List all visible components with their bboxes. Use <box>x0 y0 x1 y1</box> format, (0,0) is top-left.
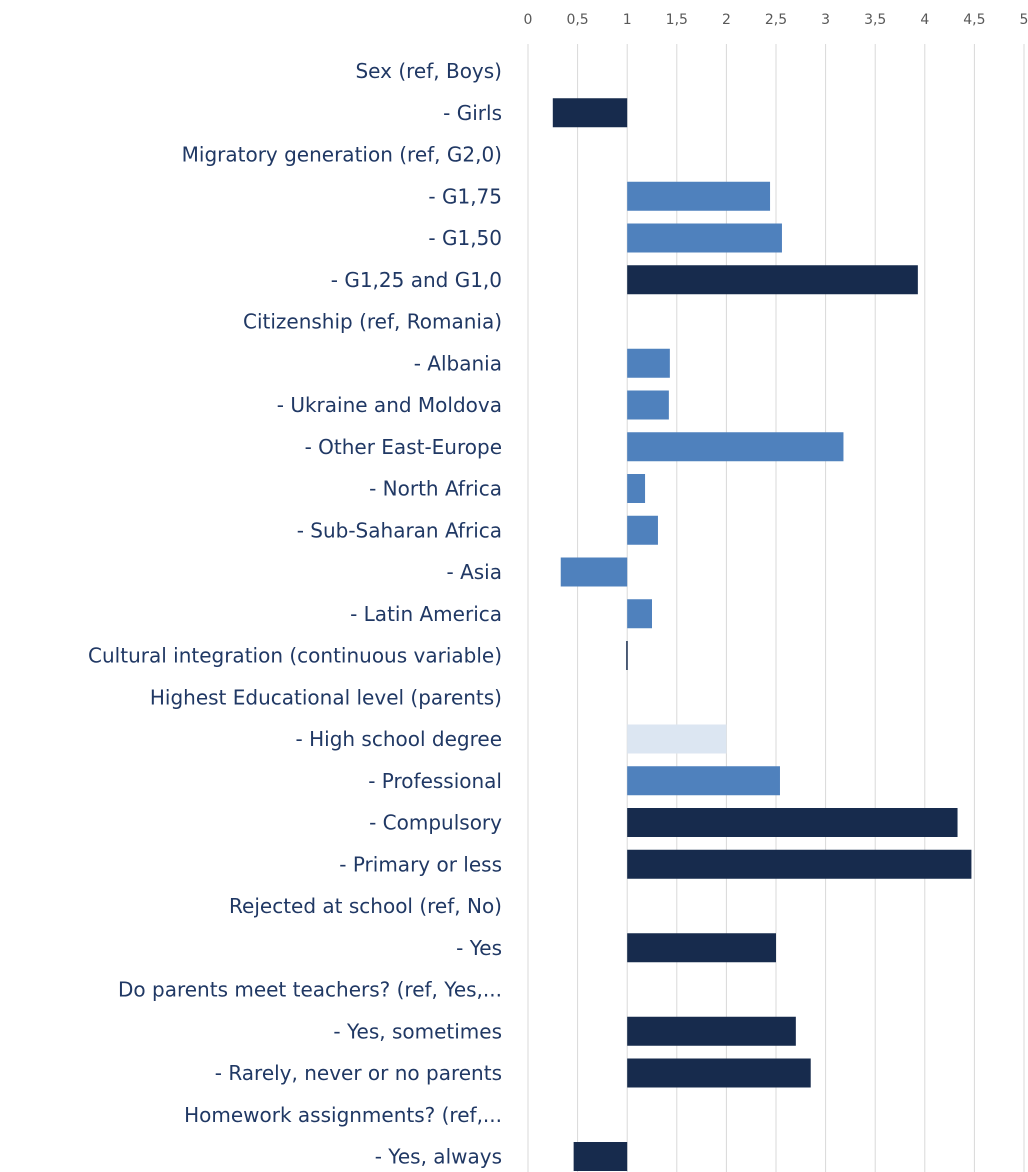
x-tick-label: 5 <box>1020 12 1028 28</box>
category-label: Citizenship (ref, Romania) <box>243 310 502 334</box>
category-label: - Compulsory <box>369 811 502 835</box>
x-tick-label: 4 <box>920 12 929 28</box>
bar <box>626 641 628 670</box>
category-label: - Yes <box>456 936 502 960</box>
category-label: Cultural integration (continuous variabl… <box>88 644 502 668</box>
category-label: - Albania <box>414 351 502 375</box>
bar <box>627 1016 796 1046</box>
category-labels: Sex (ref, Boys) - Girls Migratory generati… <box>88 59 502 1169</box>
x-tick-label: 3 <box>821 12 830 28</box>
bar <box>627 515 658 545</box>
category-label: - G1,75 <box>428 184 502 208</box>
x-tick-label: 0 <box>524 12 533 28</box>
bar <box>627 223 782 253</box>
bar <box>627 432 844 462</box>
bar <box>627 181 771 211</box>
category-label: - Sub-Saharan Africa <box>297 518 502 542</box>
x-tick-label: 2 <box>722 12 731 28</box>
category-label: - G1,50 <box>428 226 502 250</box>
bar <box>573 1142 628 1171</box>
category-label: Do parents meet teachers? (ref, Yes,... <box>118 978 502 1002</box>
category-label: - Yes, sometimes <box>333 1019 502 1043</box>
category-label: Migratory generation (ref, G2,0) <box>182 143 502 167</box>
x-tick-label: 0,5 <box>566 12 588 28</box>
category-label: - Latin America <box>350 602 502 626</box>
category-label: - North Africa <box>369 477 502 501</box>
bar <box>627 808 958 837</box>
bar <box>552 98 628 128</box>
category-label: - G1,25 and G1,0 <box>331 268 502 292</box>
category-label: - Yes, always <box>375 1145 502 1169</box>
bar <box>627 348 670 378</box>
x-tick-label: 2,5 <box>765 12 787 28</box>
bar <box>627 766 780 796</box>
bar <box>627 849 972 879</box>
bar <box>627 390 669 420</box>
x-tick-label: 4,5 <box>963 12 985 28</box>
chart-gridlines <box>527 44 1025 1172</box>
category-label: - Primary or less <box>339 852 502 876</box>
bar <box>627 265 918 295</box>
bar <box>627 599 652 629</box>
category-label: Homework assignments? (ref,... <box>184 1103 502 1127</box>
x-tick-label: 3,5 <box>864 12 886 28</box>
bar <box>627 933 776 963</box>
chart-bars <box>552 98 972 1171</box>
category-label: - Girls <box>443 101 502 125</box>
category-label: Highest Educational level (parents) <box>150 685 502 709</box>
x-axis-tick-labels: 0 0,5 1 1,5 2 2,5 3 3,5 4 4,5 5 <box>524 12 1028 28</box>
bar <box>560 557 628 587</box>
category-label: - Ukraine and Moldova <box>277 393 502 417</box>
category-label: - Asia <box>447 560 503 584</box>
category-label: Sex (ref, Boys) <box>355 59 502 83</box>
category-label: - High school degree <box>296 727 502 751</box>
bar <box>627 474 646 503</box>
category-label: - Other East-Europe <box>305 435 502 459</box>
bar <box>627 1058 811 1088</box>
bar <box>627 724 727 754</box>
category-label: - Rarely, never or no parents <box>215 1061 502 1085</box>
x-tick-label: 1,5 <box>666 12 688 28</box>
category-label: Rejected at school (ref, No) <box>229 894 502 918</box>
x-tick-label: 1 <box>623 12 632 28</box>
category-label: - Professional <box>368 769 502 793</box>
